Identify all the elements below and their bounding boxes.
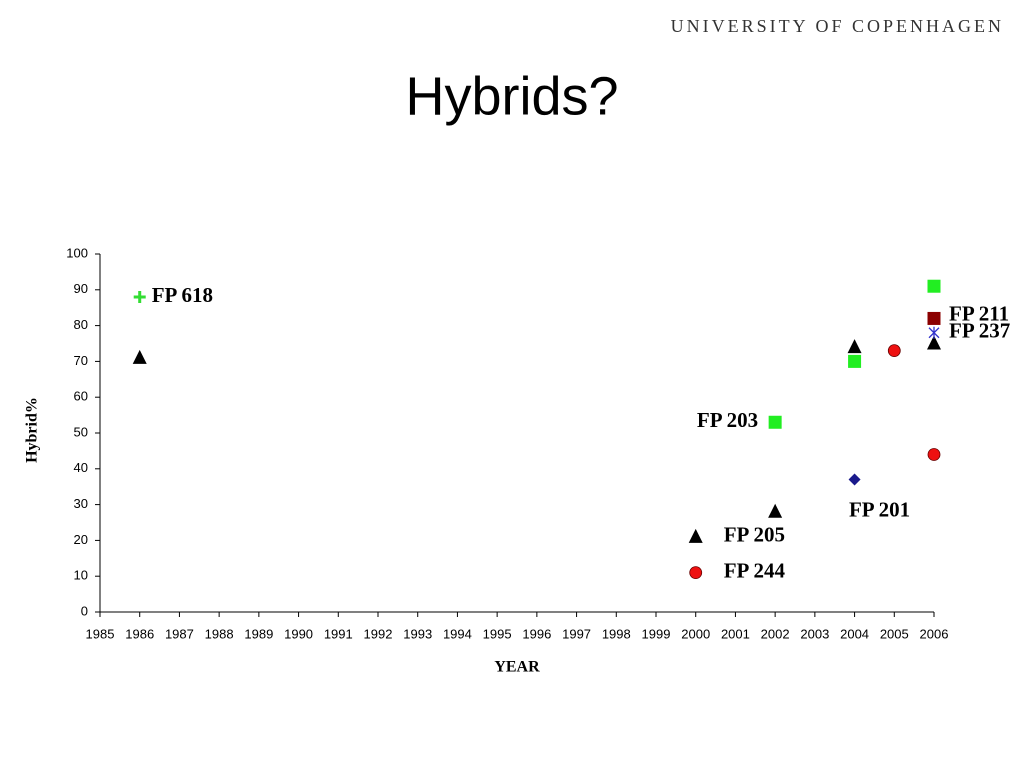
point [132,349,147,364]
point-label: FP 211 [949,301,1009,325]
x-tick-label: 1994 [443,626,472,641]
x-tick-label: 2005 [880,626,909,641]
x-axis-label: YEAR [494,659,540,676]
y-tick-label: 70 [74,353,88,368]
x-tick-label: 1997 [562,626,591,641]
point [689,566,703,580]
x-tick-label: 1998 [602,626,631,641]
x-tick-label: 1999 [642,626,671,641]
point [848,473,861,486]
y-tick-label: 30 [74,496,88,511]
x-tick-label: 1987 [165,626,194,641]
x-tick-label: 1991 [324,626,353,641]
point [927,279,941,293]
point [688,528,703,543]
x-tick-label: 1989 [244,626,273,641]
y-tick-label: 80 [74,317,88,332]
point [133,290,146,303]
x-tick-label: 1996 [522,626,551,641]
y-axis-label: Hybrid% [24,397,41,463]
x-tick-label: 1992 [364,626,393,641]
x-tick-label: 1995 [483,626,512,641]
point [887,344,901,358]
y-tick-label: 20 [74,532,88,547]
x-tick-label: 1990 [284,626,313,641]
point [847,339,862,354]
y-tick-label: 10 [74,568,88,583]
point-label: FP 618 [152,283,213,307]
point-label: FP 205 [724,523,785,547]
x-tick-label: 2001 [721,626,750,641]
x-tick-label: 2004 [840,626,869,641]
x-tick-label: 1993 [403,626,432,641]
y-tick-label: 50 [74,424,88,439]
x-tick-label: 1988 [205,626,234,641]
point-label: FP 201 [849,497,910,521]
x-tick-label: 2000 [681,626,710,641]
point-label: FP 203 [697,408,758,432]
x-tick-label: 1985 [86,626,115,641]
x-tick-label: 2003 [800,626,829,641]
point [928,326,940,339]
y-tick-label: 0 [81,603,88,618]
point-label: FP 244 [724,558,786,582]
point [848,354,862,368]
chart-title: Hybrids? [405,66,618,126]
point [768,503,783,518]
x-tick-label: 2006 [920,626,949,641]
x-tick-label: 2002 [761,626,790,641]
point-label: FP 237 [949,319,1010,343]
y-tick-label: 60 [74,389,88,404]
y-tick-label: 90 [74,281,88,296]
point [927,335,941,350]
y-tick-label: 100 [66,245,88,260]
point [927,311,941,325]
y-tick-label: 40 [74,460,88,475]
point [927,448,941,461]
x-tick-label: 1986 [125,626,154,641]
point [768,415,782,429]
header: UNIVERSITY OF COPENHAGEN [671,16,1004,36]
